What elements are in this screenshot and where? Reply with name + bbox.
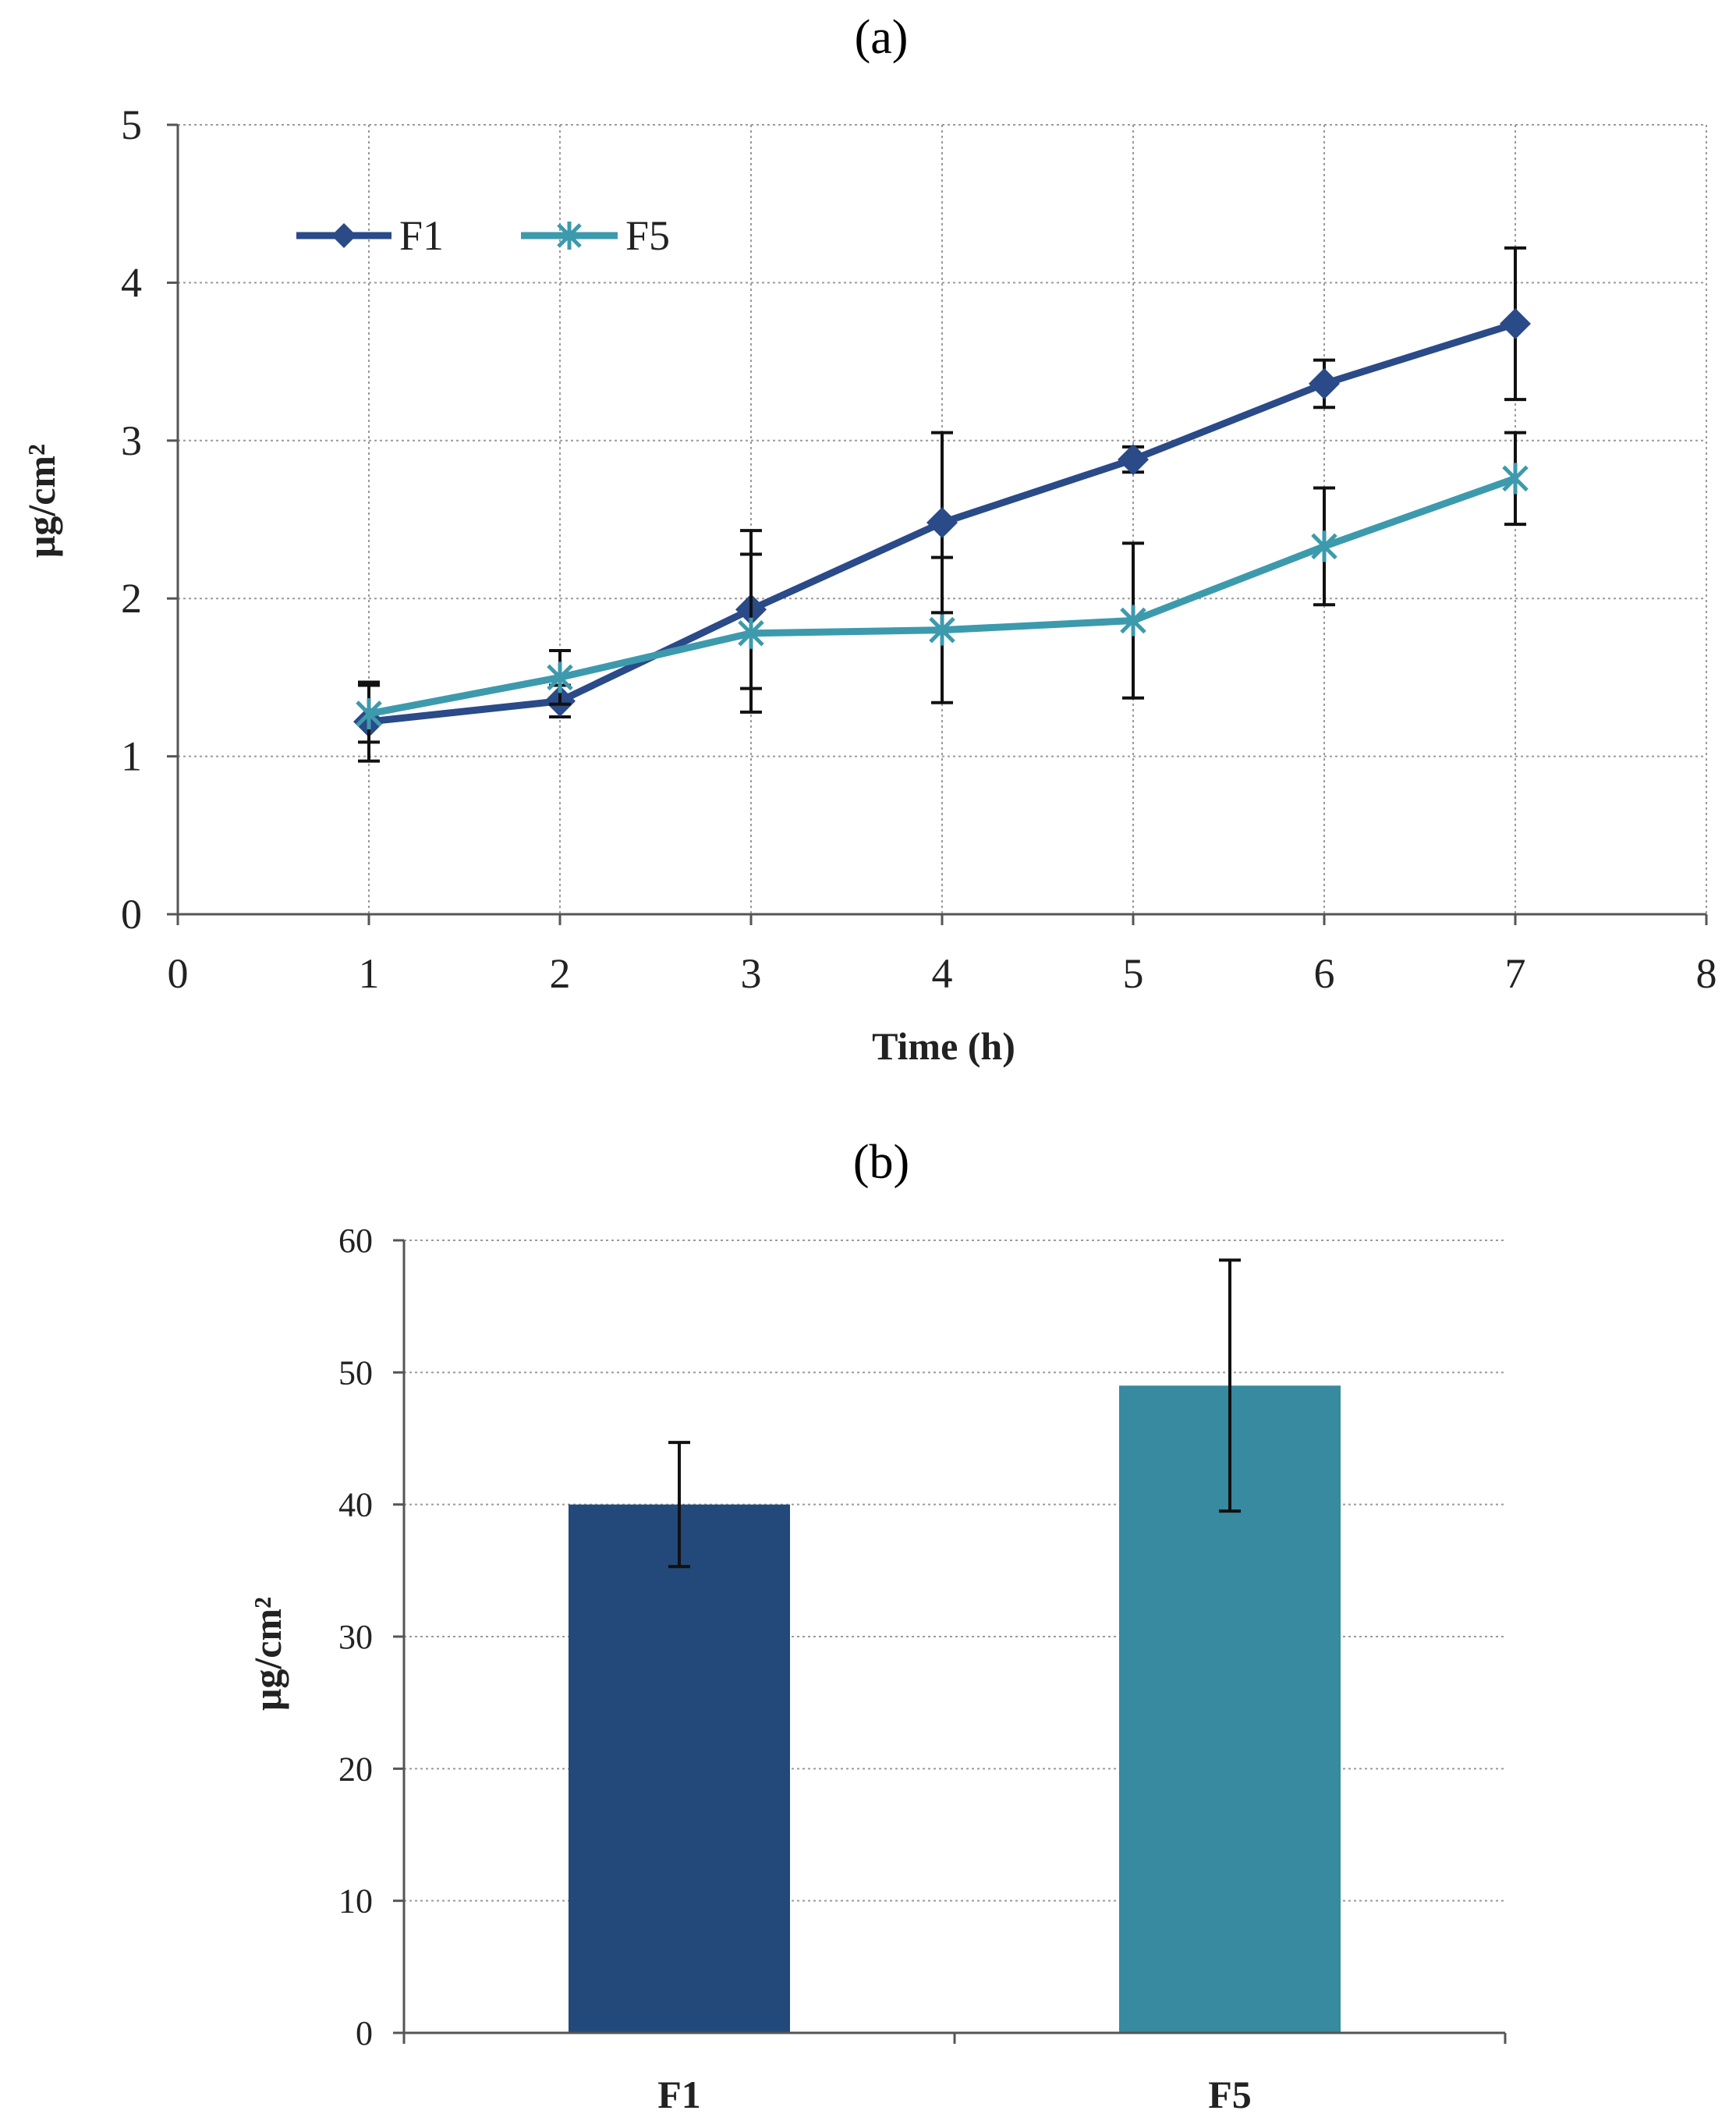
bar-f1 <box>569 1504 790 2033</box>
y-tick-label: 10 <box>338 1882 373 1921</box>
y-tick-label: 20 <box>338 1750 373 1788</box>
bar-chart-category-labels: F1 F5 <box>657 2073 1252 2114</box>
line-chart-x-tick-labels: 0 1 2 3 4 5 6 7 8 <box>168 950 1717 997</box>
bar-chart-panel: (b) 0 10 20 30 40 50 60 F1 F5 μg/cm² <box>246 1136 1507 2114</box>
x-tick-label: 7 <box>1505 950 1526 997</box>
y-tick-label: 0 <box>121 891 142 938</box>
data-point <box>1309 367 1340 399</box>
bar-chart-axes <box>393 1239 1507 2044</box>
legend-f5-label: F5 <box>625 212 670 259</box>
y-tick-label: 0 <box>356 2014 373 2052</box>
y-tick-label: 2 <box>121 575 142 622</box>
series-f5 <box>356 431 1529 744</box>
line-chart-panel: (a) 0 1 2 3 4 5 6 7 8 0 1 2 3 4 5 Time (h) μg/cm² F1 … <box>19 11 1717 1068</box>
x-tick-label: 4 <box>932 950 953 997</box>
y-tick-label: 1 <box>121 733 142 780</box>
legend-f1-label: F1 <box>399 212 444 259</box>
x-tick-label: 0 <box>168 950 189 997</box>
x-tick-label: 5 <box>1123 950 1144 997</box>
panel-b-label: (b) <box>853 1136 909 1189</box>
data-point <box>926 507 958 539</box>
y-tick-label: 60 <box>338 1222 373 1260</box>
x-tick-label: 6 <box>1314 950 1335 997</box>
line-chart-y-tick-labels: 0 1 2 3 4 5 <box>121 101 142 938</box>
category-label: F1 <box>657 2073 701 2114</box>
data-point <box>1311 530 1337 562</box>
x-tick-label: 2 <box>550 950 571 997</box>
line-chart-legend: F1 F5 <box>296 212 670 259</box>
y-tick-label: 40 <box>338 1486 373 1524</box>
x-tick-label: 3 <box>741 950 762 997</box>
line-chart-series <box>353 246 1531 763</box>
y-tick-label: 4 <box>121 259 142 306</box>
line-chart-axes <box>167 123 1708 925</box>
data-point <box>929 614 955 646</box>
data-point <box>356 697 382 729</box>
y-tick-label: 5 <box>121 101 142 148</box>
x-tick-label: 1 <box>359 950 380 997</box>
data-point <box>1118 444 1149 476</box>
category-label: F5 <box>1208 2073 1252 2114</box>
y-tick-label: 3 <box>121 417 142 464</box>
data-point <box>1500 308 1531 340</box>
bar-chart-bars <box>569 1258 1341 2033</box>
data-point <box>1502 463 1529 495</box>
data-point <box>1120 605 1146 637</box>
panel-a-label: (a) <box>855 11 909 64</box>
bar-chart-y-tick-labels: 0 10 20 30 40 50 60 <box>338 1222 373 2052</box>
y-tick-label: 30 <box>338 1618 373 1656</box>
line-chart-y-axis-title: μg/cm² <box>19 444 63 558</box>
legend-f1-marker <box>331 223 356 248</box>
data-point <box>738 617 764 649</box>
y-tick-label: 50 <box>338 1353 373 1392</box>
data-point <box>547 662 573 693</box>
x-tick-label: 8 <box>1696 950 1717 997</box>
legend-f5-marker <box>557 222 582 250</box>
line-chart-x-axis-title: Time (h) <box>872 1024 1015 1068</box>
bar-chart-y-axis-title: μg/cm² <box>246 1597 289 1711</box>
